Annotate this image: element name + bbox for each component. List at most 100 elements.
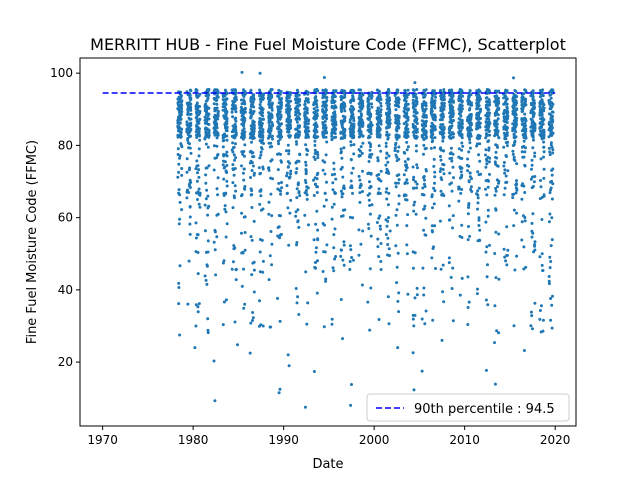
data-point — [513, 123, 517, 127]
data-point — [412, 209, 416, 213]
data-point — [321, 110, 325, 114]
data-point — [411, 165, 415, 169]
data-point — [484, 148, 488, 152]
data-point — [312, 194, 316, 197]
data-point — [332, 117, 336, 121]
data-point — [188, 112, 192, 116]
data-point — [357, 88, 361, 92]
data-point — [415, 128, 419, 132]
data-point — [541, 122, 545, 126]
data-point — [548, 153, 552, 157]
data-point — [267, 212, 271, 216]
data-point — [415, 102, 419, 106]
data-point — [505, 109, 509, 113]
data-point — [447, 131, 451, 135]
data-point — [294, 127, 298, 131]
data-point — [188, 128, 192, 132]
data-point — [376, 159, 380, 163]
data-point — [442, 115, 445, 119]
data-point — [305, 185, 309, 189]
data-point — [342, 146, 346, 150]
data-point — [257, 324, 261, 328]
data-point — [403, 151, 407, 155]
data-point — [260, 117, 264, 121]
data-point — [432, 186, 436, 190]
data-point — [295, 243, 298, 247]
data-point — [269, 113, 273, 116]
data-point — [530, 158, 534, 162]
data-point — [261, 138, 264, 142]
data-point — [493, 100, 497, 104]
data-point — [205, 282, 209, 286]
data-point — [215, 144, 219, 148]
data-point — [339, 150, 343, 154]
data-point — [414, 212, 418, 216]
data-point — [485, 275, 489, 279]
data-point — [330, 137, 334, 141]
data-point — [378, 133, 382, 137]
data-point — [236, 343, 239, 347]
data-point — [358, 95, 362, 98]
data-point — [341, 114, 345, 118]
data-point — [368, 328, 372, 332]
data-point — [295, 120, 299, 124]
data-point — [386, 219, 390, 223]
data-point — [321, 116, 325, 120]
data-point — [294, 140, 298, 144]
data-point — [330, 130, 334, 134]
data-point — [466, 97, 470, 101]
data-point — [413, 135, 417, 139]
data-point — [322, 204, 326, 208]
data-point — [223, 204, 227, 208]
data-point — [285, 108, 289, 112]
data-point — [370, 105, 374, 109]
data-point — [522, 139, 526, 143]
data-point — [541, 318, 545, 322]
data-point — [204, 181, 208, 185]
data-point — [397, 157, 401, 161]
data-point — [522, 118, 526, 122]
data-point — [224, 111, 228, 115]
data-point — [430, 132, 434, 136]
data-point — [340, 110, 344, 113]
data-point — [360, 120, 364, 124]
data-point — [432, 202, 436, 206]
data-point — [224, 235, 228, 239]
data-point — [215, 94, 219, 98]
data-point — [239, 98, 243, 102]
data-point — [214, 126, 218, 130]
data-point — [233, 88, 237, 92]
data-point — [269, 176, 273, 180]
data-point — [549, 100, 552, 104]
data-point — [547, 282, 551, 286]
data-point — [385, 187, 389, 191]
data-point — [330, 322, 334, 326]
data-point — [294, 111, 298, 115]
data-point — [439, 167, 443, 171]
data-point — [286, 130, 289, 134]
data-point — [450, 104, 453, 108]
data-point — [187, 168, 191, 172]
data-point — [422, 286, 426, 290]
data-point — [542, 194, 546, 198]
data-point — [340, 192, 344, 196]
data-point — [249, 235, 253, 239]
y-tick-label: 20 — [58, 355, 73, 369]
data-point — [379, 104, 383, 108]
data-point — [469, 123, 472, 127]
data-point — [397, 202, 401, 206]
data-point — [351, 115, 355, 119]
data-point — [358, 186, 362, 189]
data-point — [206, 194, 210, 198]
data-point — [195, 112, 199, 116]
data-point — [542, 103, 546, 107]
data-point — [177, 162, 181, 166]
data-point — [213, 113, 217, 117]
data-point — [224, 169, 228, 173]
data-point — [484, 106, 488, 110]
data-point — [504, 141, 508, 145]
data-point — [523, 191, 527, 194]
data-point — [450, 159, 454, 163]
data-point — [424, 169, 428, 173]
data-point — [276, 105, 280, 109]
